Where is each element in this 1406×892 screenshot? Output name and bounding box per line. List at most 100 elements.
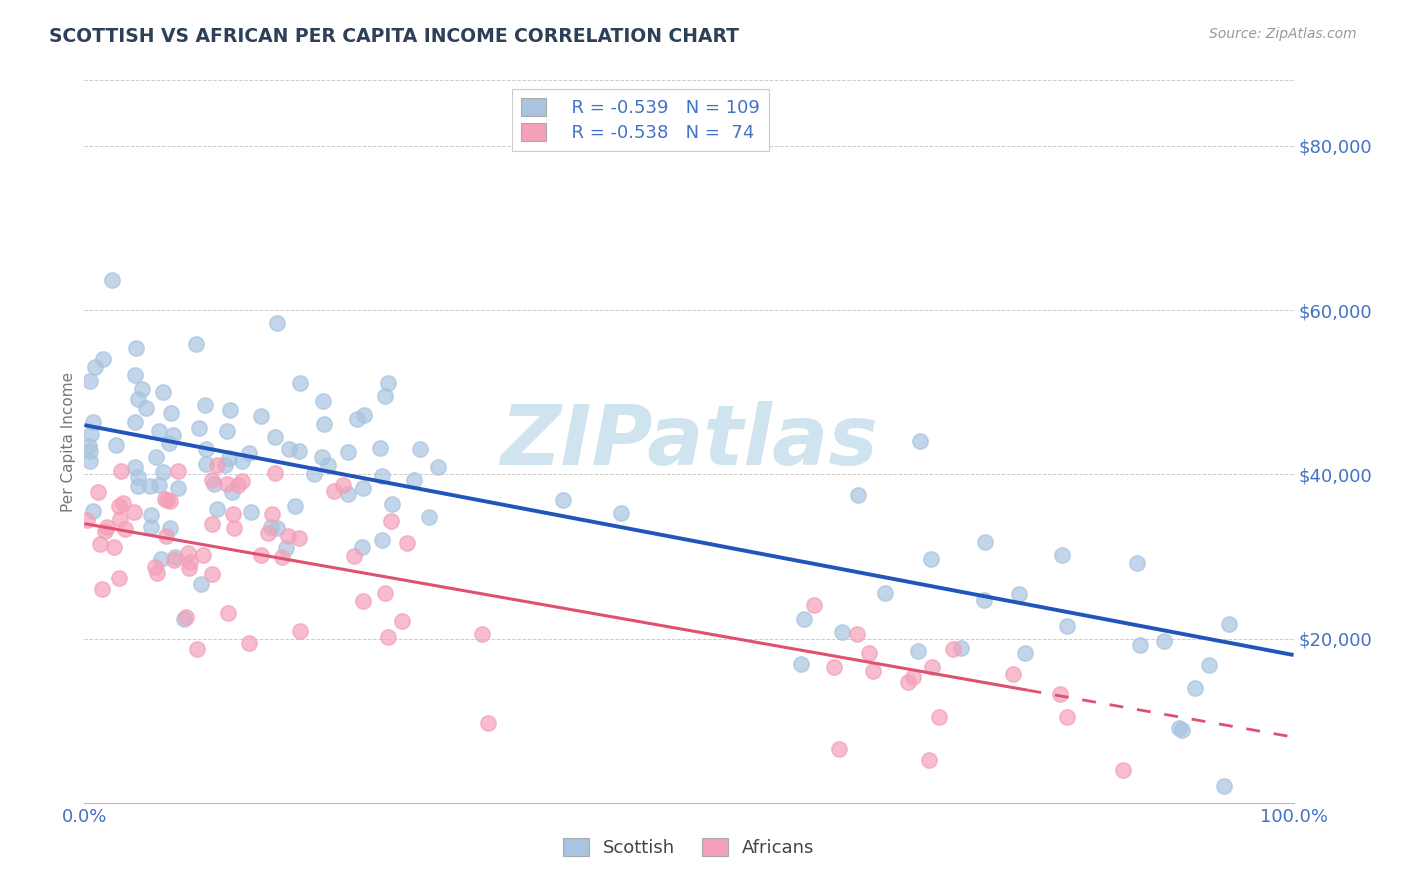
Point xyxy=(96,520,118,534)
Point xyxy=(266,316,288,330)
Point xyxy=(1198,658,1220,673)
Text: SCOTTISH VS AFRICAN PER CAPITA INCOME CORRELATION CHART: SCOTTISH VS AFRICAN PER CAPITA INCOME CO… xyxy=(49,27,740,45)
Point xyxy=(311,450,333,464)
Point xyxy=(409,442,432,457)
Point xyxy=(173,612,195,626)
Point xyxy=(917,753,939,767)
Point xyxy=(858,646,880,660)
Point xyxy=(110,464,132,478)
Point xyxy=(370,533,392,547)
Point xyxy=(371,469,394,483)
Point xyxy=(803,598,825,612)
Point xyxy=(1050,548,1073,562)
Point xyxy=(823,660,845,674)
Point xyxy=(131,382,153,396)
Point xyxy=(104,438,127,452)
Point xyxy=(187,421,209,435)
Point xyxy=(152,385,174,400)
Point xyxy=(974,534,997,549)
Point xyxy=(146,566,169,581)
Point xyxy=(846,488,869,502)
Point xyxy=(79,444,101,458)
Point xyxy=(152,465,174,479)
Point xyxy=(311,394,333,409)
Point xyxy=(875,586,897,600)
Point xyxy=(139,520,162,534)
Point xyxy=(177,561,200,575)
Point xyxy=(471,627,494,641)
Point xyxy=(82,504,104,518)
Point xyxy=(160,406,183,420)
Point xyxy=(908,434,931,449)
Point xyxy=(124,342,146,356)
Point xyxy=(302,467,325,481)
Point xyxy=(1171,723,1194,737)
Point xyxy=(221,484,243,499)
Point xyxy=(314,417,336,432)
Point xyxy=(101,273,124,287)
Y-axis label: Per Capita Income: Per Capita Income xyxy=(60,371,76,512)
Point xyxy=(156,493,179,508)
Point xyxy=(231,474,253,488)
Text: Source: ZipAtlas.com: Source: ZipAtlas.com xyxy=(1209,27,1357,41)
Point xyxy=(1112,763,1135,777)
Point xyxy=(89,536,111,550)
Point xyxy=(194,398,217,412)
Point xyxy=(271,550,294,565)
Point xyxy=(610,506,633,520)
Point xyxy=(159,493,181,508)
Point xyxy=(260,520,283,534)
Point xyxy=(901,670,924,684)
Point xyxy=(148,478,170,492)
Point xyxy=(184,337,207,351)
Point xyxy=(108,499,131,513)
Point xyxy=(846,627,869,641)
Point xyxy=(215,477,238,491)
Point xyxy=(201,516,224,531)
Point xyxy=(219,402,242,417)
Point xyxy=(377,630,399,644)
Point xyxy=(346,411,368,425)
Point xyxy=(1056,709,1078,723)
Point xyxy=(288,624,311,638)
Point xyxy=(112,496,135,510)
Point xyxy=(381,497,404,511)
Point xyxy=(284,500,307,514)
Point xyxy=(257,525,280,540)
Point xyxy=(1008,587,1031,601)
Point xyxy=(897,675,920,690)
Point xyxy=(124,459,146,474)
Point xyxy=(862,665,884,679)
Point xyxy=(167,464,190,478)
Point xyxy=(190,577,212,591)
Point xyxy=(157,436,180,450)
Point xyxy=(377,376,399,390)
Point xyxy=(139,508,162,522)
Point xyxy=(374,389,396,403)
Point xyxy=(205,502,228,516)
Point xyxy=(163,553,186,567)
Point xyxy=(250,548,273,562)
Point xyxy=(350,540,373,554)
Point xyxy=(928,710,950,724)
Point xyxy=(226,477,249,491)
Point xyxy=(260,507,283,521)
Point xyxy=(264,467,287,481)
Point xyxy=(114,522,136,536)
Point xyxy=(336,445,359,459)
Point xyxy=(222,521,245,535)
Point xyxy=(222,508,245,522)
Point xyxy=(176,610,198,624)
Point xyxy=(207,458,229,472)
Legend: Scottish, Africans: Scottish, Africans xyxy=(554,830,824,866)
Point xyxy=(942,641,965,656)
Point xyxy=(287,443,309,458)
Point xyxy=(83,360,105,375)
Point xyxy=(231,453,253,467)
Point xyxy=(76,512,98,526)
Point xyxy=(79,454,101,468)
Point xyxy=(79,375,101,389)
Point xyxy=(1218,617,1240,632)
Point xyxy=(153,491,176,506)
Point xyxy=(1126,557,1149,571)
